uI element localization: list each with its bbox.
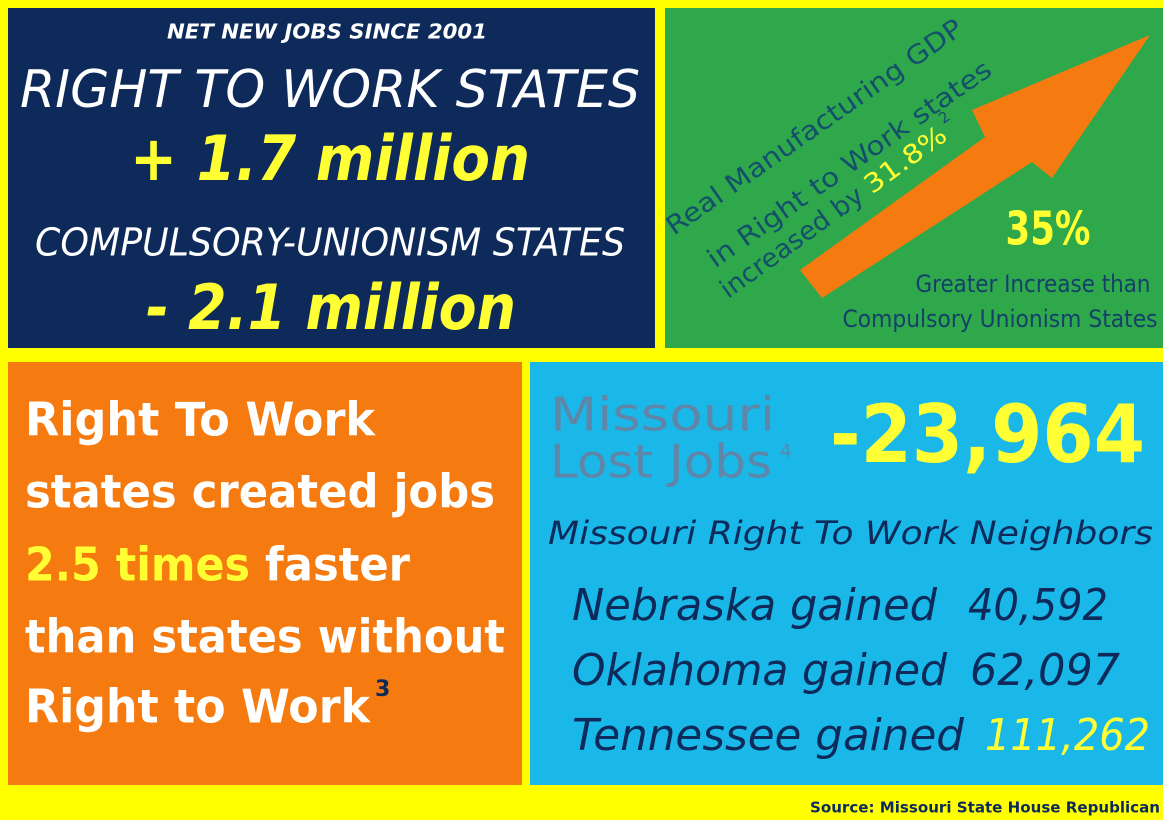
neighbor-value: 62,097	[970, 645, 1120, 696]
jobs-panel	[8, 8, 655, 348]
growth-highlight: 2.5 times	[25, 538, 250, 592]
cu-label: COMPULSORY-UNIONISM STATES	[35, 221, 625, 265]
neighbors-heading: Missouri Right To Work Neighbors	[548, 514, 1153, 552]
footnote: 3	[375, 677, 390, 702]
cu-value: - 2.1 million	[146, 271, 516, 344]
heading: NET NEW JOBS SINCE 2001	[167, 20, 487, 44]
growth-line: Right to Work	[25, 680, 371, 734]
neighbor: Oklahoma gained	[572, 645, 948, 696]
growth-line: faster	[265, 538, 410, 592]
growth-line: than states without	[25, 610, 505, 664]
source: Source: Missouri State House Republican	[810, 799, 1160, 817]
footnote: 4	[780, 441, 791, 462]
big-percent: 35%	[1006, 202, 1091, 256]
arrow	[800, 35, 1150, 298]
neighbor-value: 111,262	[985, 710, 1150, 761]
growth-line: Right To Work	[25, 393, 376, 447]
caption: Greater Increase than	[916, 270, 1151, 298]
missouri-label: Missouri	[550, 388, 775, 442]
neighbor: Nebraska gained	[572, 580, 938, 631]
neighbor-value: 40,592	[968, 580, 1108, 631]
growth-panel	[8, 362, 522, 785]
missouri-label: Lost Jobs	[550, 435, 772, 489]
rtw-label: RIGHT TO WORK STATES	[20, 60, 640, 120]
caption: Compulsory Unionism States	[843, 305, 1158, 333]
lost-jobs: -23,964	[830, 388, 1145, 481]
neighbor: Tennessee gained	[572, 710, 965, 761]
rtw-value: + 1.7 million	[130, 122, 530, 195]
missouri-panel	[530, 362, 1163, 785]
growth-line: states created jobs	[25, 465, 495, 519]
